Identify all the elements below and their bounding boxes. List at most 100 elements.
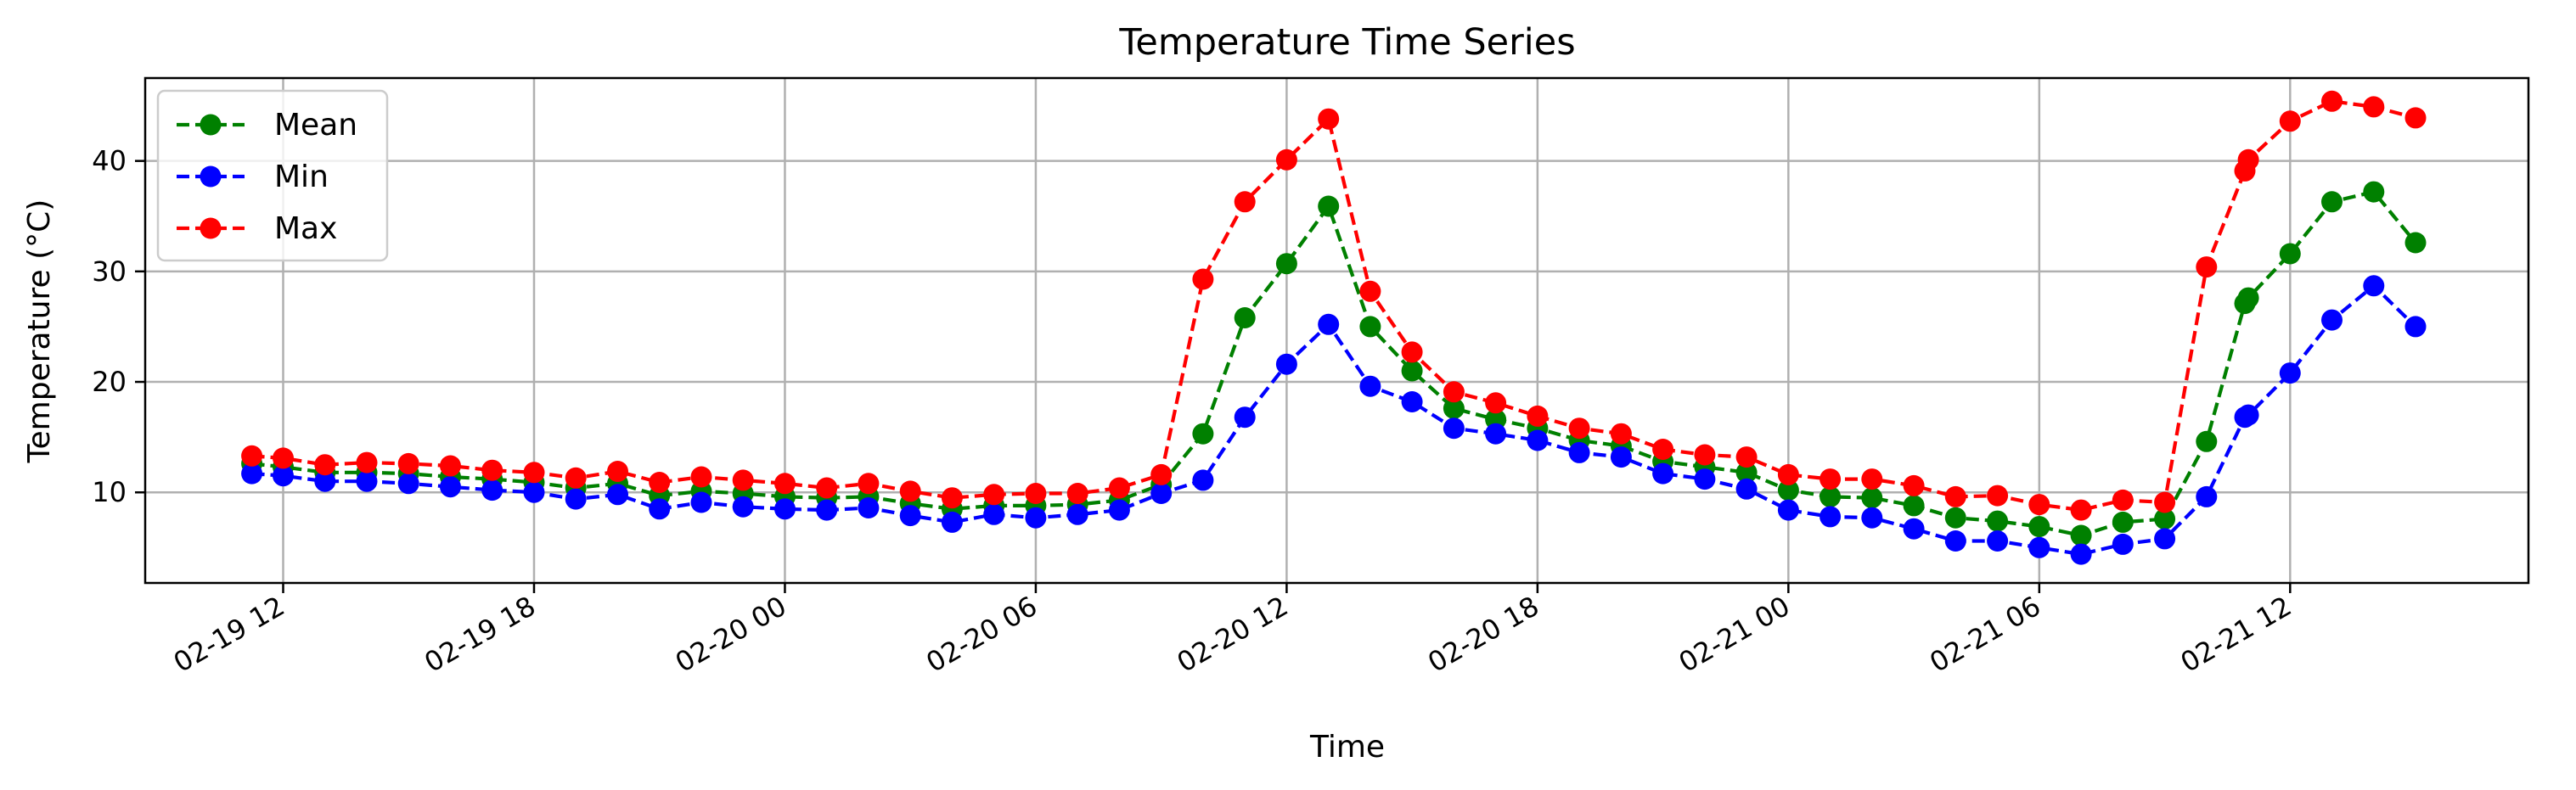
data-point [1108, 477, 1130, 499]
data-point [1820, 506, 1842, 528]
data-point [440, 476, 461, 498]
data-point [2237, 148, 2259, 171]
data-point [1735, 446, 1758, 468]
data-point [1150, 483, 1173, 504]
data-point [356, 470, 378, 492]
data-point [1944, 507, 1966, 529]
y-tick-label: 20 [92, 366, 127, 398]
data-point [2112, 511, 2134, 533]
data-point [1861, 507, 1883, 529]
data-point [607, 461, 628, 482]
data-point [732, 496, 754, 518]
data-point [1192, 423, 1214, 445]
data-point [2154, 491, 2176, 513]
data-point [1443, 397, 1465, 419]
data-point [732, 469, 754, 491]
legend-marker [200, 217, 222, 239]
data-point [1861, 468, 1883, 490]
y-tick-label: 40 [92, 145, 127, 177]
data-point [1359, 280, 1381, 302]
data-point [2321, 191, 2343, 213]
data-point [1568, 441, 1590, 463]
series-max [241, 90, 2427, 521]
data-point [241, 445, 263, 467]
data-point [941, 511, 963, 533]
data-point [2154, 508, 2176, 529]
data-point [314, 470, 336, 492]
data-point [1025, 507, 1047, 529]
data-point [1359, 316, 1381, 338]
data-point [899, 480, 921, 502]
data-point [2112, 533, 2134, 555]
data-point [1735, 462, 1758, 484]
data-point [1903, 474, 1925, 496]
data-point [1318, 195, 1340, 217]
data-point [1527, 405, 1549, 427]
data-point [241, 462, 263, 485]
data-point [2321, 309, 2343, 331]
data-point [2237, 404, 2259, 426]
data-point [1275, 148, 1297, 171]
series-min [241, 275, 2427, 565]
data-point [774, 498, 796, 520]
data-point [523, 481, 545, 503]
data-point [941, 487, 963, 509]
series-lines [241, 90, 2427, 565]
data-point [816, 477, 838, 499]
data-point [2196, 430, 2218, 452]
x-axis-label: Time [1309, 730, 1385, 765]
data-point [2070, 499, 2092, 521]
data-point [1066, 483, 1088, 504]
data-point [1192, 469, 1214, 491]
data-point [2112, 489, 2134, 511]
chart-title: Temperature Time Series [1118, 21, 1575, 64]
data-point [314, 454, 336, 476]
data-point [356, 451, 378, 473]
data-point [1694, 444, 1716, 466]
data-point [565, 467, 587, 489]
data-point [1359, 375, 1381, 397]
data-point [1234, 191, 1256, 213]
data-point [774, 473, 796, 495]
legend-item-min: Min [177, 160, 329, 194]
data-point [2196, 256, 2218, 278]
data-point [2070, 543, 2092, 565]
data-point [2154, 528, 2176, 550]
data-point [983, 484, 1005, 506]
data-point [649, 472, 671, 493]
data-point [1527, 429, 1549, 451]
y-tick-label: 10 [92, 476, 127, 508]
data-point [1987, 510, 2009, 532]
legend-label: Min [274, 160, 329, 194]
data-point [1903, 495, 1925, 517]
data-point [1568, 417, 1590, 440]
plot-frame [143, 76, 2530, 585]
data-point [690, 491, 712, 513]
legend: Mean Min Max [156, 89, 389, 262]
data-point [1652, 462, 1674, 485]
data-point [2321, 90, 2343, 112]
data-point [1987, 485, 2009, 507]
data-point [2363, 275, 2385, 297]
legend-label: Mean [274, 108, 357, 143]
legend-label: Max [274, 211, 337, 246]
legend-marker [200, 165, 222, 188]
legend-marker [200, 114, 222, 136]
data-point [607, 484, 628, 506]
data-point [481, 459, 503, 481]
data-point [273, 465, 294, 487]
data-point [1275, 353, 1297, 375]
data-point [1610, 446, 1632, 468]
data-point [816, 499, 838, 521]
data-point [983, 503, 1005, 525]
data-point [1401, 360, 1423, 382]
y-axis-ticks: 10 20 30 40 [92, 145, 145, 508]
data-point [2070, 524, 2092, 546]
data-point [1610, 423, 1632, 445]
data-point [523, 462, 545, 484]
data-point [858, 497, 880, 518]
data-point [2279, 110, 2301, 132]
data-point [2363, 181, 2385, 203]
